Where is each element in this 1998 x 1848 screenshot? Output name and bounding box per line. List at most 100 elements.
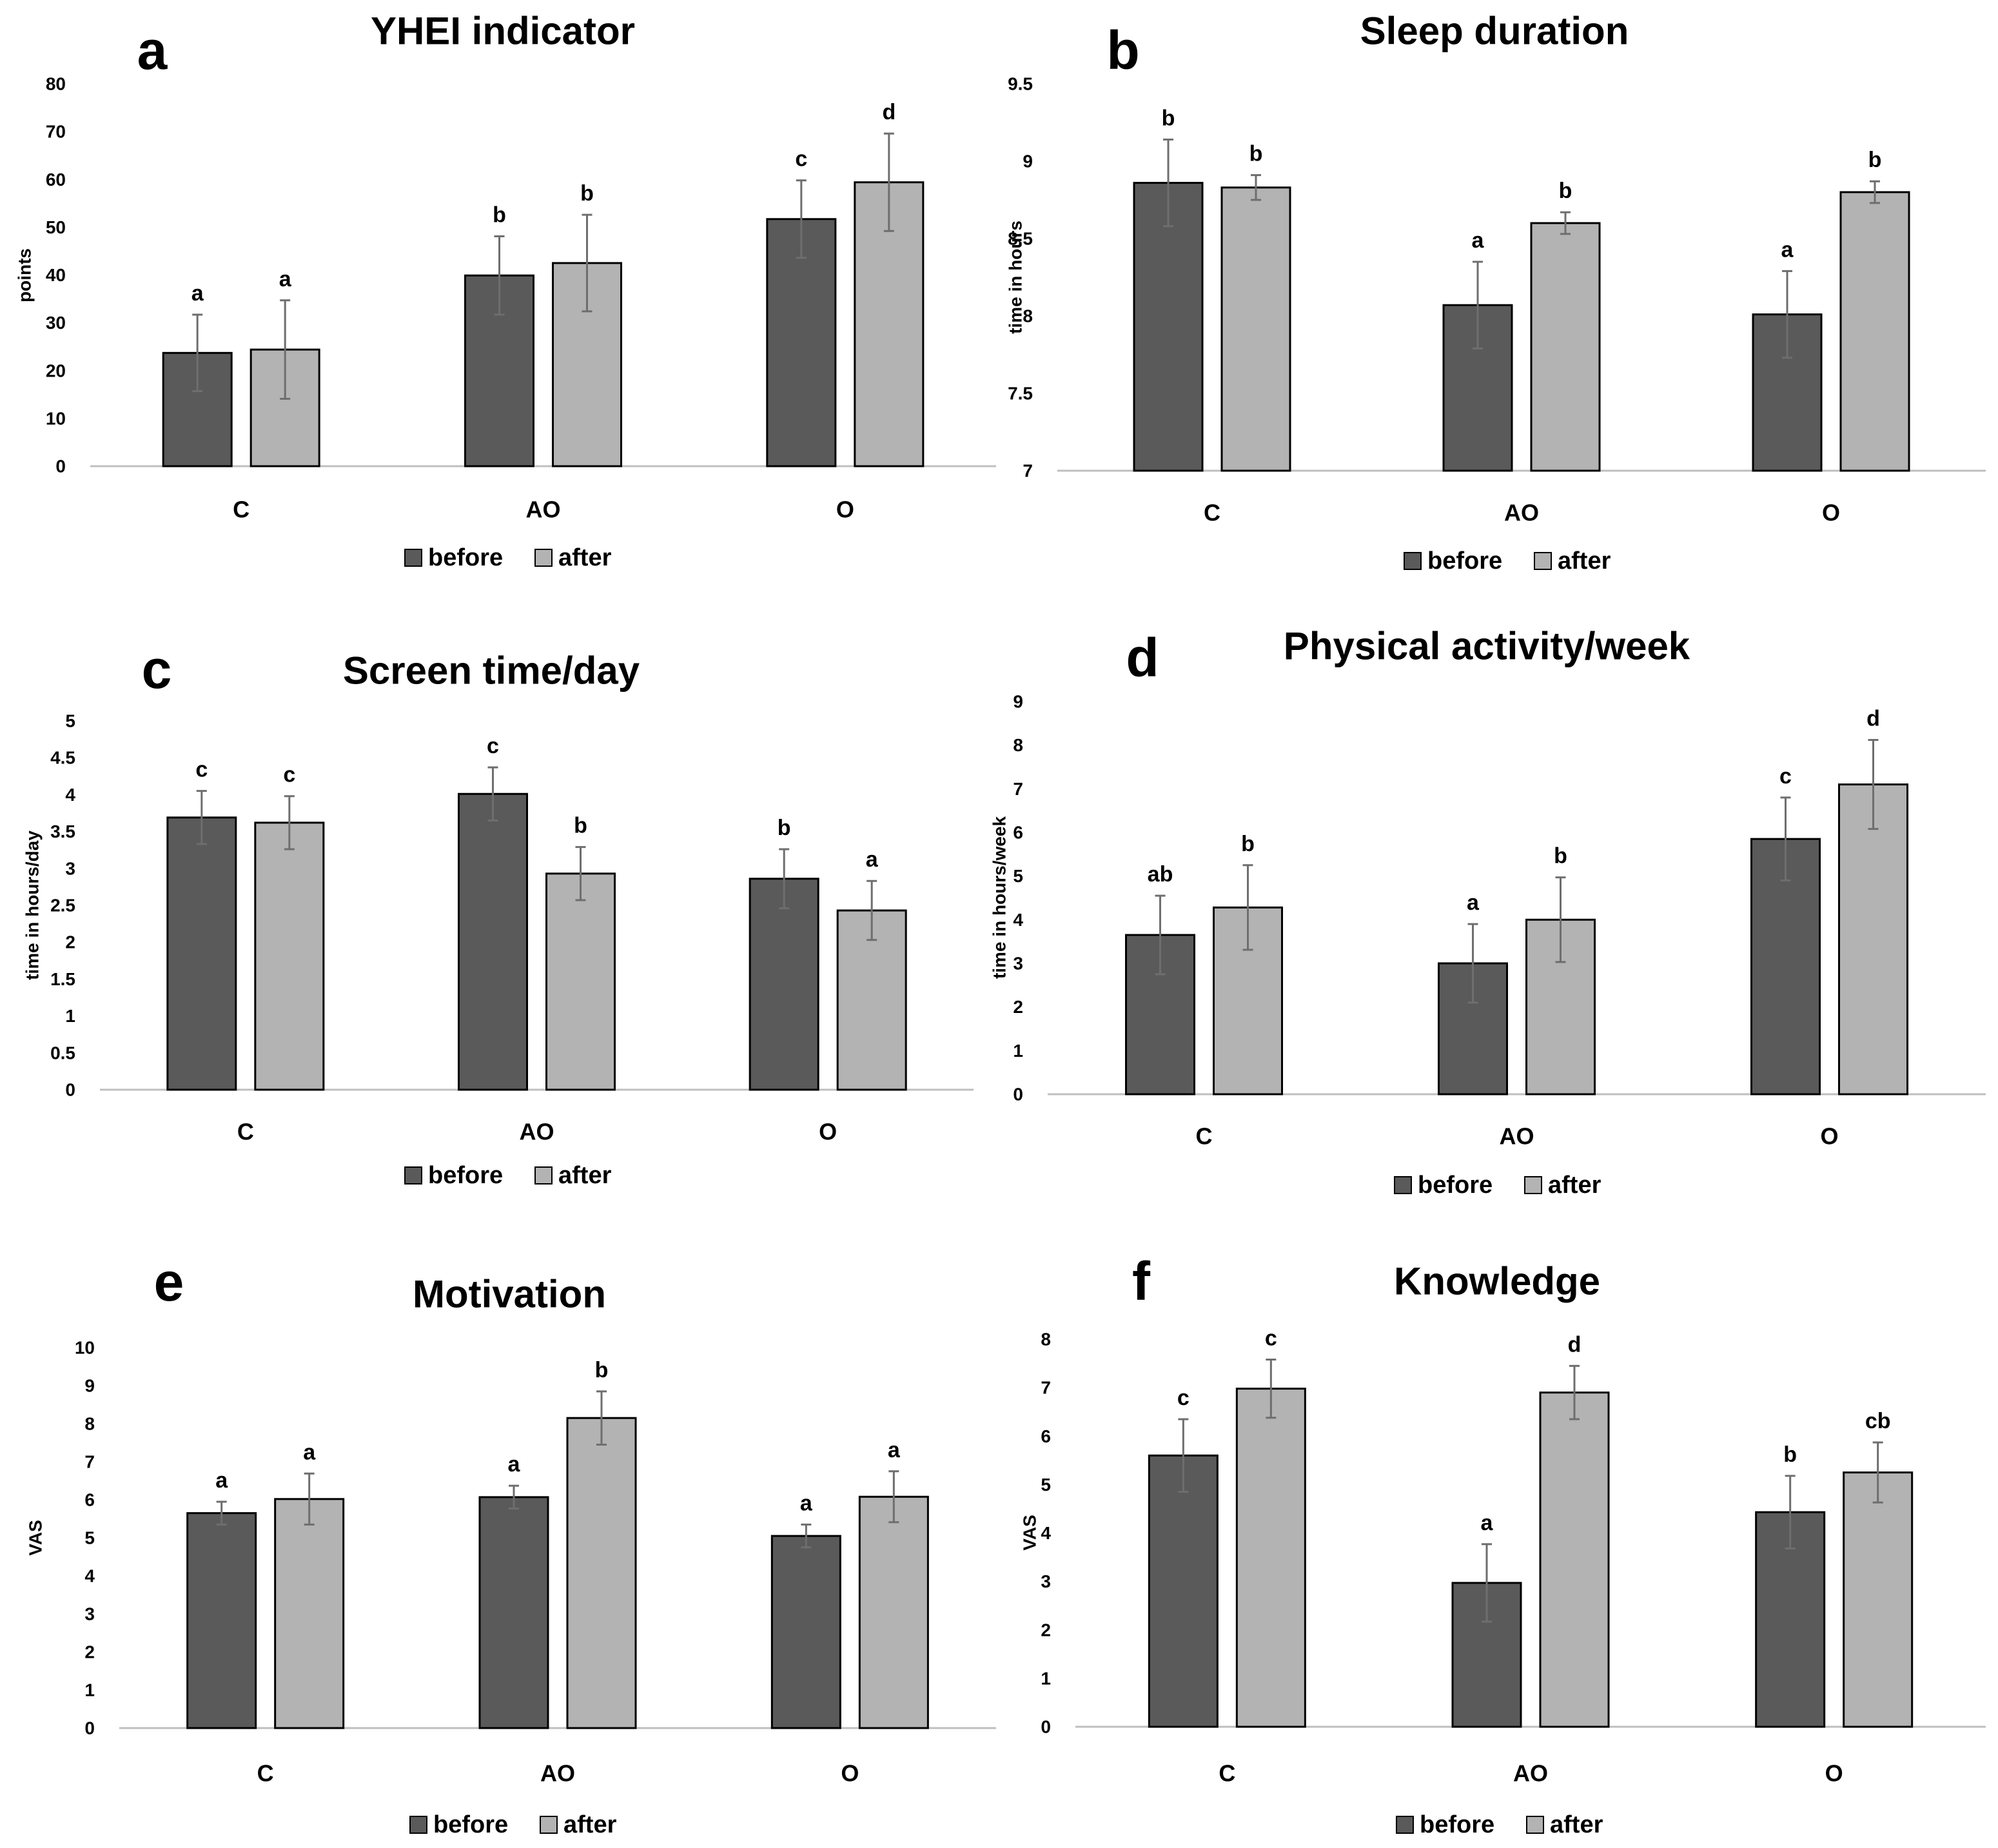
significance-label: c [795,147,807,172]
significance-label: d [1568,1332,1582,1357]
legend-label-after: after [558,544,612,571]
chart-panel-c: c Screen time/day time in hours/day 0 0.5 1 1.… [23,639,974,1189]
y-axis-label: time in hours/day [23,831,43,980]
significance-label: b [595,1358,609,1382]
error-bar [1482,1543,1492,1623]
bar-after-o [858,1495,929,1729]
legend-swatch-before [404,1166,422,1184]
panel-letter: e [154,1252,184,1312]
y-tick-label: 40 [46,265,66,285]
bar-after-o [1838,783,1908,1096]
y-tick-label: 2 [84,1642,95,1662]
panel-letter: d [1126,627,1159,688]
significance-label: c [1265,1326,1277,1351]
y-tick-label: 60 [46,170,66,190]
significance-label: a [866,847,879,872]
error-bar [1872,1441,1883,1504]
bar-after-c [254,821,325,1091]
y-tick-label: 8 [1013,735,1023,755]
error-bar [596,1390,607,1446]
bar-before-o [770,1535,841,1729]
y-tick-label: 4 [1041,1523,1051,1543]
chart-title: Knowledge [1394,1260,1600,1303]
x-category-label: AO [540,1760,575,1787]
bar-after-c [1220,186,1291,472]
bar-after-ao [1530,222,1601,472]
y-tick-label: 1 [1013,1041,1023,1061]
y-tick-label: 9 [1013,692,1023,712]
y-tick-label: 9.5 [1008,74,1033,94]
y-tick-label: 50 [46,217,66,237]
y-tick-label: 7 [1023,461,1033,481]
error-bar [796,179,807,259]
legend: before after [1404,547,1611,575]
y-tick-label: 0 [84,1718,95,1738]
y-axis-label: points [15,248,35,302]
y-tick-label: 4 [84,1566,95,1586]
significance-label: a [191,281,204,306]
significance-label: a [1481,1511,1494,1535]
legend-label-before: before [428,1162,503,1189]
y-tick-label: 0 [55,457,66,477]
chart-panel-d: d Physical activity/week time in hours/wee… [990,625,1986,1199]
legend: before after [1394,1172,1601,1199]
error-bar [280,299,291,400]
error-bar [192,313,203,393]
legend-label-after: after [563,1811,617,1838]
y-tick-label: 20 [46,360,66,380]
y-tick-label: 10 [75,1338,95,1358]
error-bar [1251,174,1261,201]
error-bar [1569,1364,1580,1420]
legend-swatch-after [534,549,553,567]
y-tick-label: 6 [84,1490,95,1510]
significance-label: d [1866,707,1880,731]
bar-after-ao [1539,1391,1610,1728]
chart-panel-f: f Knowledge VAS 0 1 2 3 4 5 6 7 8 Cc c AO a d Ob cb before a… [1020,1251,1986,1838]
significance-label: c [1779,764,1792,789]
error-bar [1155,894,1166,976]
x-category-label: O [1822,500,1840,526]
y-tick-label: 1 [65,1006,75,1026]
legend-swatch-after [534,1166,553,1184]
error-bar [1163,138,1173,228]
chart-title: Motivation [413,1273,606,1316]
y-tick-label: 9 [1023,152,1033,172]
panel-letter: c [142,639,172,700]
legend-label-before: before [1427,547,1502,575]
significance-label: b [1559,179,1572,203]
bar-before-o [766,218,837,467]
x-category-label: O [1825,1760,1843,1787]
legend: before after [1396,1811,1603,1838]
y-tick-label: 2 [65,932,75,952]
significance-label: a [800,1491,813,1515]
legend-swatch-before [409,1816,427,1834]
y-tick-label: 4.5 [50,748,75,768]
legend-swatch-after [1524,1176,1542,1194]
y-tick-label: 3 [84,1604,95,1624]
x-category-label: C [1196,1123,1213,1150]
x-category-label: AO [526,496,561,523]
bar-after-ao [545,872,616,1091]
x-category-label: C [233,496,250,523]
y-tick-label: 4 [65,785,75,805]
legend: before after [409,1811,617,1838]
y-tick-label: 1 [84,1680,95,1700]
error-bar [1780,796,1791,881]
significance-label: ab [1148,862,1173,887]
bar-after-o [1843,1471,1914,1728]
y-axis-label: VAS [1020,1515,1040,1551]
significance-label: b [1241,832,1255,856]
x-category-label: C [257,1760,274,1787]
significance-label: b [1554,844,1567,869]
y-axis-label: VAS [26,1520,46,1556]
y-tick-label: 1.5 [50,969,75,989]
error-bar [779,848,790,910]
panel-letter: b [1106,20,1139,81]
bar-after-ao [566,1417,637,1729]
error-bar [1560,211,1571,235]
x-category-label: O [841,1760,859,1787]
y-tick-label: 8 [84,1414,95,1434]
error-bar [509,1484,519,1510]
y-tick-label: 0 [65,1080,75,1100]
